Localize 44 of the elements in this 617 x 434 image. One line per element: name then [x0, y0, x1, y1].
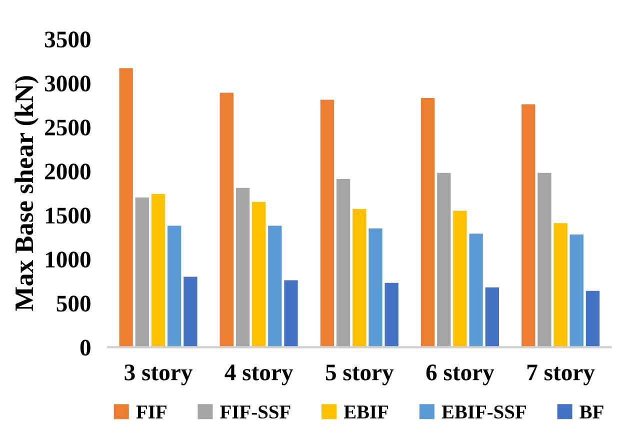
bar [469, 234, 483, 348]
y-tick-label: 2000 [45, 164, 90, 180]
bar [453, 210, 467, 348]
x-tick-label: 6 story [426, 364, 494, 386]
bar [135, 198, 150, 348]
bar [352, 208, 366, 348]
y-axis-title: Max Base shear (kN) [14, 76, 39, 311]
x-tick-label: 4 story [224, 364, 294, 386]
bar [268, 226, 282, 348]
y-tick-label: 0 [80, 340, 90, 356]
y-tick-label: 2500 [45, 120, 90, 136]
legend-label: BF [580, 406, 604, 418]
bar [336, 179, 350, 348]
bar [420, 98, 435, 348]
bar [284, 280, 298, 348]
bar [437, 172, 451, 348]
bar [384, 282, 398, 348]
bar [220, 92, 234, 348]
bar [586, 290, 600, 348]
y-tick-label: 3000 [44, 76, 90, 92]
bar [119, 68, 133, 348]
bar [538, 172, 552, 348]
y-tick-label: 1000 [46, 252, 90, 268]
bar [522, 104, 536, 348]
y-tick-label: 3500 [44, 32, 90, 48]
bar [252, 202, 266, 348]
legend-label: EBIF [344, 406, 388, 418]
bar [554, 223, 568, 348]
bar [570, 234, 584, 348]
legend-label: FIF [136, 406, 166, 418]
y-tick-label: 1500 [46, 208, 90, 224]
bar [184, 276, 198, 348]
bar [236, 188, 250, 348]
bar [320, 100, 334, 348]
bar [151, 194, 166, 348]
x-tick-label: 5 story [326, 364, 394, 386]
bar [168, 226, 182, 348]
bar [368, 228, 382, 348]
bar [485, 287, 499, 348]
legend-label: EBIF-SSF [442, 405, 526, 419]
x-tick-label: 7 story [527, 364, 595, 386]
legend-label: FIF-SSF [220, 405, 290, 419]
y-tick-label: 500 [56, 296, 90, 312]
x-tick-label: 3 story [124, 364, 192, 386]
